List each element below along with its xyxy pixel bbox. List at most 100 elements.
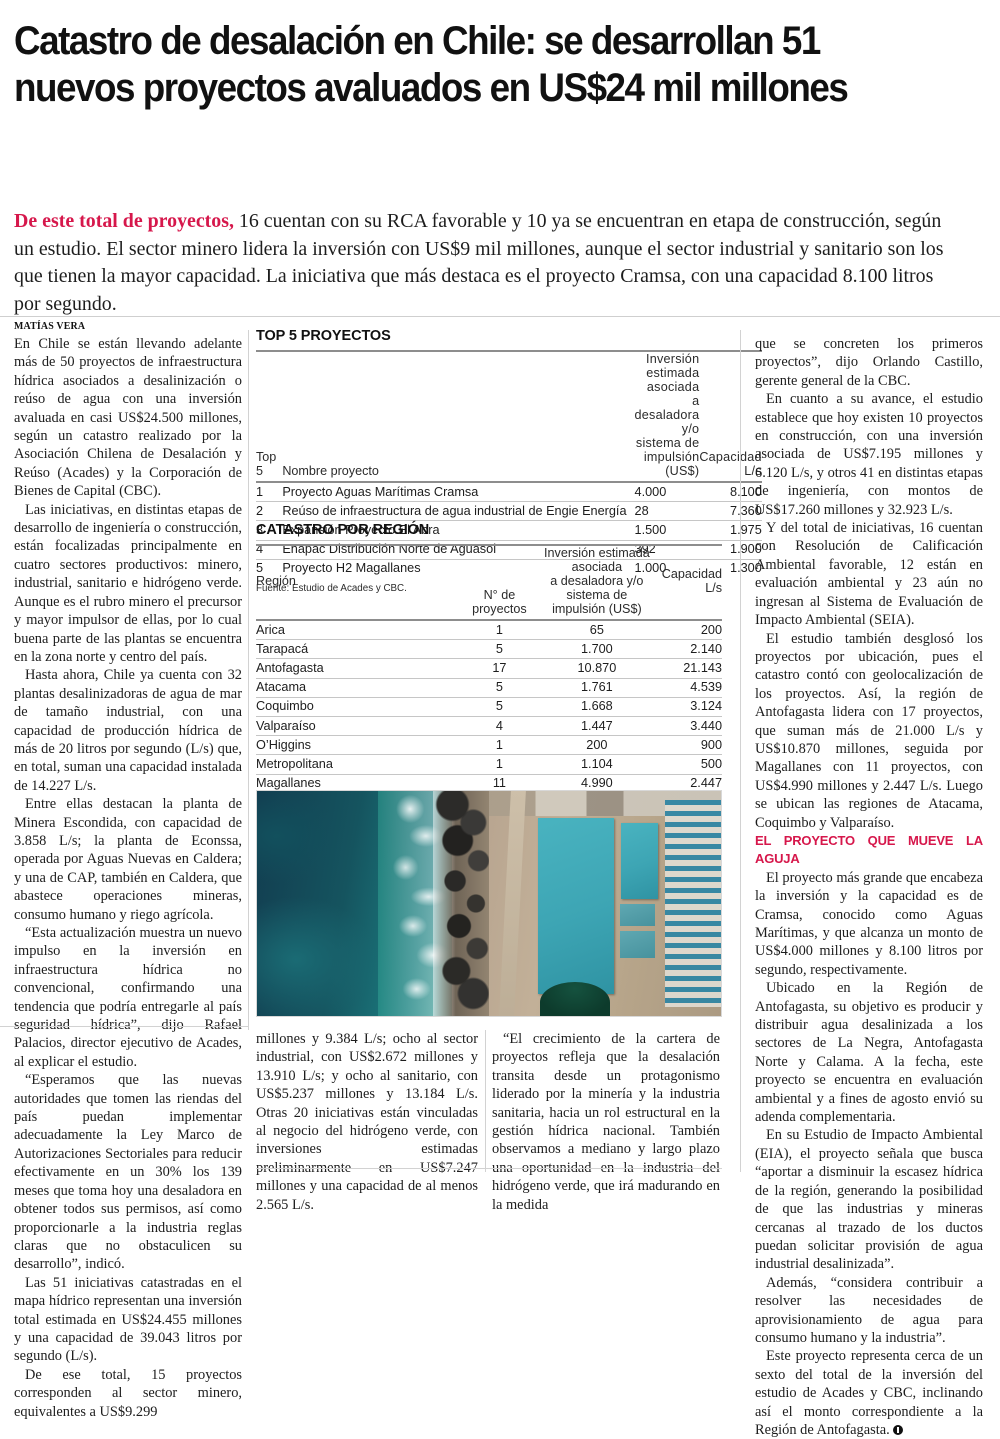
table-header-row: Top 5 Nombre proyecto Inversión estimada… [256,350,762,483]
region-table-block: CATASTRO POR REGIÓN Región N° de proyect… [256,522,722,828]
lede-bold-lead: De este total de proyectos, [14,210,234,232]
th-project-count: N° de proyectos [465,544,533,621]
table-row: 3 Expansión Proyecto El Abra 1.500 1.975 [256,520,762,541]
lede-rest: 16 cuentan con su RCA favorable y 10 ya … [14,210,944,315]
cell-capacity: 4.539 [660,678,722,698]
photo-retention-pond [540,982,610,1016]
th-project-name: Nombre proyecto [276,350,627,483]
column-divider-left [248,330,249,1030]
column-divider-right [740,330,741,1172]
bottom-rule-left [0,1026,248,1027]
th-region: Región [256,544,466,621]
cell-investment: 1.447 [532,716,661,737]
table-row: 2 Reúso de infraestructura de agua indus… [256,501,762,522]
th-capacity: Capacidad L/s [660,544,722,621]
paragraph: Ubicado en la Región de Antofagasta, su … [755,980,983,1126]
body-column-left: En Chile se están llevando adelante más … [14,335,242,1421]
paragraph: Las iniciativas, en distintas etapas de … [14,501,242,665]
photo-equipment-racks [665,800,721,1007]
section-kicker: EL PROYECTO QUE MUEVE LA AGUJA [755,832,983,867]
cell-region: Atacama [256,678,466,698]
cell-investment: 1.104 [532,754,661,775]
cell-region: Valparaíso [256,716,466,737]
cell-capacity: 900 [660,735,722,756]
paragraph: Entre ellas destacan la planta de Minera… [14,796,242,923]
region-table: Región N° de proyectos Inversión estimad… [256,544,722,812]
cell-project-count: 11 [465,774,533,794]
aerial-desalination-plant-photo [256,790,722,1017]
column-divider-mid [485,1030,486,1172]
th-investment-line2: a desaladora y/o sistema de [634,394,700,450]
cell-capacity: 7.360 [699,501,762,522]
cell-project-count: 1 [465,754,533,775]
cell-project-count: 17 [465,658,533,679]
paragraph: “Esta actualización muestra un nuevo imp… [14,925,242,1070]
cell-capacity: 21.143 [660,658,722,679]
cell-investment: 10.870 [532,658,661,679]
cell-capacity: 1.975 [699,520,762,541]
th-investment: Inversión estimada asociada a desaladora… [532,544,661,621]
byline: MATÍAS VERA [14,320,86,332]
table-row: Antofagasta 17 10.870 21.143 [256,658,722,679]
table-row: O’Higgins 1 200 900 [256,735,722,756]
top-divider-rule [0,316,1000,317]
paragraph: En cuanto a su avance, el estudio establ… [755,391,983,518]
cell-region: Antofagasta [256,658,466,679]
cell-project-count: 1 [465,735,533,756]
cell-investment: 1.700 [532,639,661,660]
th-investment-line2: a desaladora y/o sistema de [550,574,644,602]
top5-table-title: TOP 5 PROYECTOS [256,328,391,344]
th-project-count-line1: N° de [483,588,516,602]
table-row: Valparaíso 4 1.447 3.440 [256,716,722,737]
paragraph: El estudio también desglosó los proyecto… [755,630,983,831]
cell-investment: 4.000 [626,482,700,503]
region-table-body: Arica 1 65 200 Tarapacá 5 1.700 2.140 An… [256,620,722,812]
lede-paragraph: De este total de proyectos, 16 cuentan c… [14,208,950,318]
cell-region: Metropolitana [256,754,466,775]
table-row: Tarapacá 5 1.700 2.140 [256,639,722,660]
cell-region: Arica [256,620,466,641]
top5-table-block: TOP 5 PROYECTOS Top 5 Nombre proyecto In… [256,328,762,594]
cell-capacity: 2.140 [660,639,722,660]
cell-rank: 3 [256,520,277,541]
paragraph: Las 51 iniciativas catastradas en el map… [14,1274,242,1365]
photo-second-building [621,822,659,899]
cell-project-name: Expansión Proyecto El Abra [276,520,627,541]
cell-region: O’Higgins [256,735,466,756]
cell-project-name: Reúso de infraestructura de agua industr… [276,501,627,522]
photo-small-building-b [620,930,656,958]
cell-investment: 65 [532,620,661,641]
th-investment-line1: Inversión estimada asociada [645,352,700,394]
cell-project-count: 4 [465,716,533,737]
paragraph: que se concreten los primeros proyectos”… [755,336,983,389]
paragraph: En Chile se están llevando adelante más … [14,336,242,500]
cell-capacity: 3.440 [660,716,722,737]
paragraph: En su Estudio de Impacto Ambiental (EIA)… [755,1127,983,1273]
table-header-row: Región N° de proyectos Inversión estimad… [256,544,722,621]
paragraph: “Esperamos que las nuevas autoridades qu… [14,1072,242,1273]
th-investment-line3: impulsión (US$) [643,450,700,478]
cell-project-count: 1 [465,620,533,641]
cell-project-count: 5 [465,678,533,698]
body-column-right: que se concreten los primeros proyectos”… [755,335,983,1439]
body-column-mid-left: millones y 9.384 L/s; ocho al sector ind… [256,1030,478,1214]
th-rank: Top 5 [256,350,277,483]
final-paragraph-text: Este proyecto representa cerca de un sex… [755,1348,983,1438]
top5-table: Top 5 Nombre proyecto Inversión estimada… [256,350,762,578]
cell-capacity: 500 [660,754,722,775]
th-investment-line1: Inversión estimada asociada [544,546,650,574]
paragraph: Hasta ahora, Chile ya cuenta con 32 plan… [14,667,242,794]
table-row: Coquimbo 5 1.668 3.124 [256,697,722,717]
table-row: 1 Proyecto Aguas Marítimas Cramsa 4.000 … [256,482,762,503]
cell-investment: 1.500 [626,520,700,541]
cell-project-name: Proyecto Aguas Marítimas Cramsa [276,482,627,503]
photo-rocky-shore [433,791,499,1016]
cell-project-count: 5 [465,639,533,660]
cell-region: Tarapacá [256,639,466,660]
end-mark-icon [892,1424,903,1435]
paragraph: El proyecto más grande que encabeza la i… [755,869,983,978]
cell-investment: 200 [532,735,661,756]
photo-main-building [537,818,615,994]
cell-capacity: 8.100 [699,482,762,503]
cell-project-count: 5 [465,697,533,717]
